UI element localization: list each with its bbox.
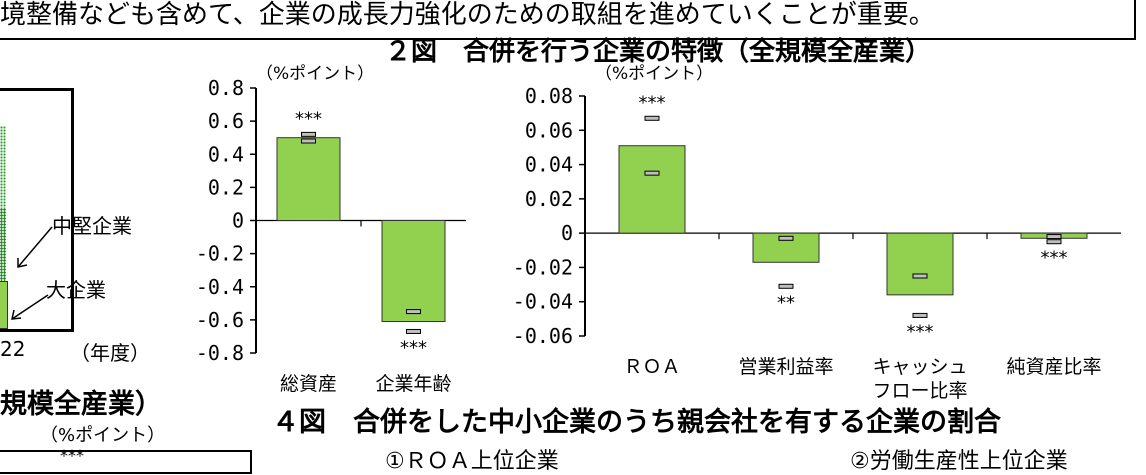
y-tick-label: 0.2 <box>208 175 244 199</box>
label-large-enterprise: 大企業 <box>46 278 106 302</box>
significance-label: *** <box>400 337 427 358</box>
ci-marker <box>1046 239 1062 245</box>
significance-label: ** <box>777 292 795 313</box>
ci-marker <box>406 328 421 334</box>
header-sentence: 境整備なども含めて、企業の成長力強化のための取組を進めていくことが重要。 <box>0 0 935 30</box>
y-tick-label: 0.02 <box>525 187 573 211</box>
y-tick-label: -0.02 <box>513 255 573 279</box>
y-tick-label: 0.08 <box>525 84 573 108</box>
x-category-label: キャッシュ <box>872 356 967 378</box>
ci-marker <box>301 138 316 144</box>
y-tick-label: -0.2 <box>196 242 244 266</box>
y-tick-label: 0.06 <box>525 118 573 142</box>
significance-label: *** <box>639 92 666 113</box>
ci-marker <box>1046 234 1062 240</box>
x-category-label: 純資産比率 <box>1006 356 1101 378</box>
bar <box>381 220 446 323</box>
ci-marker <box>778 235 794 241</box>
y-tick-label: -0.8 <box>196 341 244 365</box>
callout-arrows <box>11 226 53 320</box>
y-unit-label: （%ポイント） <box>595 64 713 84</box>
ci-marker <box>406 309 421 315</box>
ci-marker <box>644 115 660 121</box>
lower-chart-unit: （%ポイント） <box>40 425 166 446</box>
bar <box>276 137 341 221</box>
x-category-label: 総資産 <box>280 373 337 395</box>
y-tick-label: 0 <box>561 221 573 245</box>
ci-marker <box>301 131 316 137</box>
y-tick-label: 0.8 <box>208 76 244 100</box>
lower-chart-frame <box>0 450 252 474</box>
chart-profitability: （%ポイント） 0.08 0.06 0.04 0.02 0 -0.02 -0.04 -0.06 *… <box>513 64 1121 400</box>
ci-marker <box>644 170 660 176</box>
lower-chart-title-fragment: 規模全産業） <box>0 389 162 420</box>
stacked-segment-other <box>0 126 6 208</box>
significance-label: *** <box>907 321 934 342</box>
y-tick-label: -0.6 <box>196 308 244 332</box>
ci-marker <box>778 283 794 289</box>
stacked-segment-large <box>0 281 8 329</box>
left-stacked-chart-frame <box>0 88 74 332</box>
bar <box>618 145 686 234</box>
x-category-label: 企業年齢 <box>375 373 451 395</box>
bar <box>752 232 820 263</box>
x-category-label: ＲＯＡ <box>623 356 680 378</box>
ci-marker <box>912 273 928 279</box>
y-unit-label: （%ポイント） <box>256 64 374 84</box>
figure4-right-subtitle: ②労働生産性上位企業 <box>850 449 1068 474</box>
significance-label: *** <box>295 108 322 129</box>
year-axis-unit: （年度） <box>70 341 150 365</box>
x-category-label: 営業利益率 <box>738 356 833 378</box>
significance-label: *** <box>1041 248 1068 269</box>
chart-total-assets-age: （%ポイント） 0.8 0.6 0.4 0.2 0 -0.2 -0.4 -0.6 -0.8 *** 総… <box>196 64 466 395</box>
y-tick-label: -0.4 <box>196 275 244 299</box>
label-mid-enterprise: 中堅企業 <box>52 214 132 238</box>
lower-chart-sig: *** <box>60 446 84 465</box>
y-tick-label: 0 <box>232 209 244 233</box>
y-tick-label: 0.4 <box>208 142 244 166</box>
y-tick-label: -0.06 <box>513 324 573 348</box>
y-tick-label: 0.6 <box>208 109 244 133</box>
bar <box>886 232 954 296</box>
x-category-label: フロー比率 <box>872 380 967 400</box>
ci-marker <box>912 312 928 318</box>
stacked-segment-mid <box>0 208 6 281</box>
y-tick-label: -0.04 <box>513 290 573 314</box>
year-tick-22: 22 <box>0 337 26 361</box>
figure4-left-subtitle: ①ＲＯＡ上位企業 <box>385 449 559 474</box>
figure4-title: ４図 合併をした中小企業のうち親会社を有する企業の割合 <box>272 407 1001 438</box>
figure2-title: ２図 合併を行う企業の特徴（全規模全産業） <box>385 37 932 67</box>
y-tick-label: 0.04 <box>525 153 573 177</box>
text-box-frame <box>0 0 1136 40</box>
